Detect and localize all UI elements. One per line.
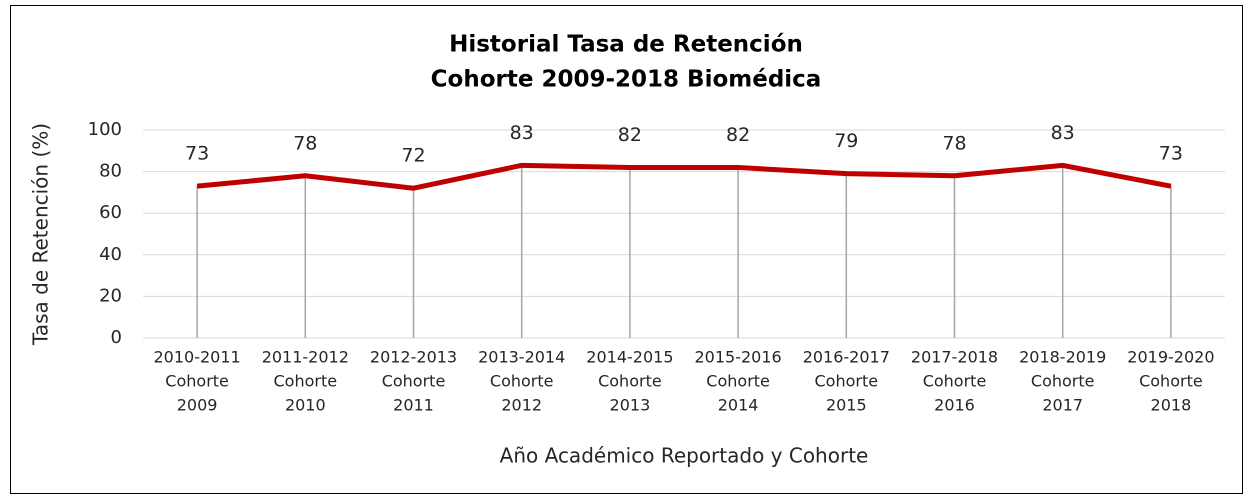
data-label: 73 (185, 143, 209, 165)
y-tick-label: 0 (111, 327, 122, 348)
data-label: 72 (401, 145, 425, 167)
x-tick-label: 2015 (826, 396, 867, 415)
x-tick-label: 2018 (1151, 396, 1192, 415)
y-tick-label: 100 (88, 119, 122, 140)
x-tick-label: 2016-2017 (803, 348, 890, 367)
x-tick-label: 2013 (610, 396, 651, 415)
x-tick-label: 2012-2013 (370, 348, 457, 367)
y-tick-label: 40 (99, 244, 122, 265)
x-tick-label: 2015-2016 (694, 348, 781, 367)
x-tick-label: 2013-2014 (478, 348, 565, 367)
data-label: 73 (1159, 143, 1183, 165)
x-tick-label: Cohorte (274, 372, 338, 391)
chart-border (10, 5, 1243, 494)
x-tick-label: Cohorte (923, 372, 987, 391)
x-tick-label: 2017 (1042, 396, 1083, 415)
data-label: 83 (510, 122, 534, 144)
x-tick-label: 2012 (501, 396, 542, 415)
x-axis-label: Año Académico Reportado y Cohorte (500, 444, 869, 468)
x-tick-label: 2014 (718, 396, 759, 415)
x-tick-label: 2010 (285, 396, 326, 415)
x-tick-label: 2018-2019 (1019, 348, 1106, 367)
y-tick-label: 20 (99, 285, 122, 306)
y-axis-label: Tasa de Retención (%) (29, 123, 53, 346)
y-tick-label: 60 (99, 202, 122, 223)
y-tick-label: 80 (99, 161, 122, 182)
x-tick-label: Cohorte (382, 372, 446, 391)
data-label: 78 (293, 132, 317, 154)
data-label: 82 (618, 124, 642, 146)
x-tick-label: 2017-2018 (911, 348, 998, 367)
x-tick-label: Cohorte (165, 372, 229, 391)
x-tick-label: 2009 (177, 396, 218, 415)
x-tick-label: 2016 (934, 396, 975, 415)
x-tick-label: Cohorte (490, 372, 554, 391)
x-tick-label: 2011-2012 (262, 348, 349, 367)
x-tick-label: Cohorte (598, 372, 662, 391)
chart-title: Cohorte 2009-2018 Biomédica (431, 67, 822, 93)
x-tick-label: 2010-2011 (153, 348, 240, 367)
x-tick-label: 2014-2015 (586, 348, 673, 367)
x-tick-label: Cohorte (815, 372, 879, 391)
chart-title: Historial Tasa de Retención (449, 32, 803, 58)
data-label: 83 (1051, 122, 1075, 144)
x-tick-label: Cohorte (706, 372, 770, 391)
data-label: 79 (834, 130, 858, 152)
data-line (196, 162, 1172, 191)
x-tick-label: 2019-2020 (1127, 348, 1214, 367)
x-tick-label: Cohorte (1139, 372, 1203, 391)
data-label: 78 (942, 132, 966, 154)
x-tick-label: Cohorte (1031, 372, 1095, 391)
x-tick-label: 2011 (393, 396, 434, 415)
data-label: 82 (726, 124, 750, 146)
